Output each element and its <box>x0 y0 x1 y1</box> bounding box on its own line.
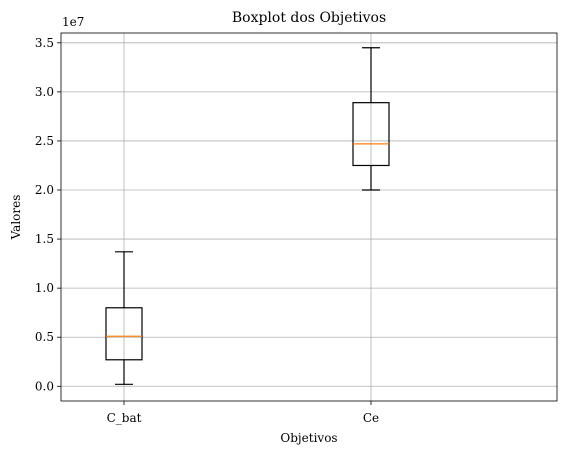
y-tick-label: 2.0 <box>35 183 54 197</box>
plot-area-frame <box>60 32 558 402</box>
grid-layer <box>61 33 557 401</box>
boxes-layer <box>105 47 390 385</box>
box-Ce <box>352 47 390 191</box>
y-axis-label: Valores <box>9 195 23 241</box>
box-C_bat <box>105 251 143 385</box>
x-tick-label: C_bat <box>107 411 142 425</box>
y-tick-label: 0.0 <box>35 379 54 393</box>
y-tick-label: 0.5 <box>35 330 54 344</box>
x-tick-label: Ce <box>363 411 379 425</box>
y-tick-label: 1.0 <box>35 281 54 295</box>
chart-title: Boxplot dos Objetivos <box>232 10 386 26</box>
axes-layer: 0.0 0.5 1.0 1.5 2.0 2.5 3.0 3.5 C_bat Ce <box>35 36 379 425</box>
iqr-box <box>352 102 390 167</box>
y-tick-label: 3.5 <box>35 36 54 50</box>
y-tick-label: 2.5 <box>35 134 54 148</box>
y-tick-label: 3.0 <box>35 85 54 99</box>
y-axis-offset-label: 1e7 <box>62 15 84 29</box>
iqr-box <box>105 307 143 361</box>
x-axis-label: Objetivos <box>280 431 337 445</box>
y-tick-label: 1.5 <box>35 232 54 246</box>
